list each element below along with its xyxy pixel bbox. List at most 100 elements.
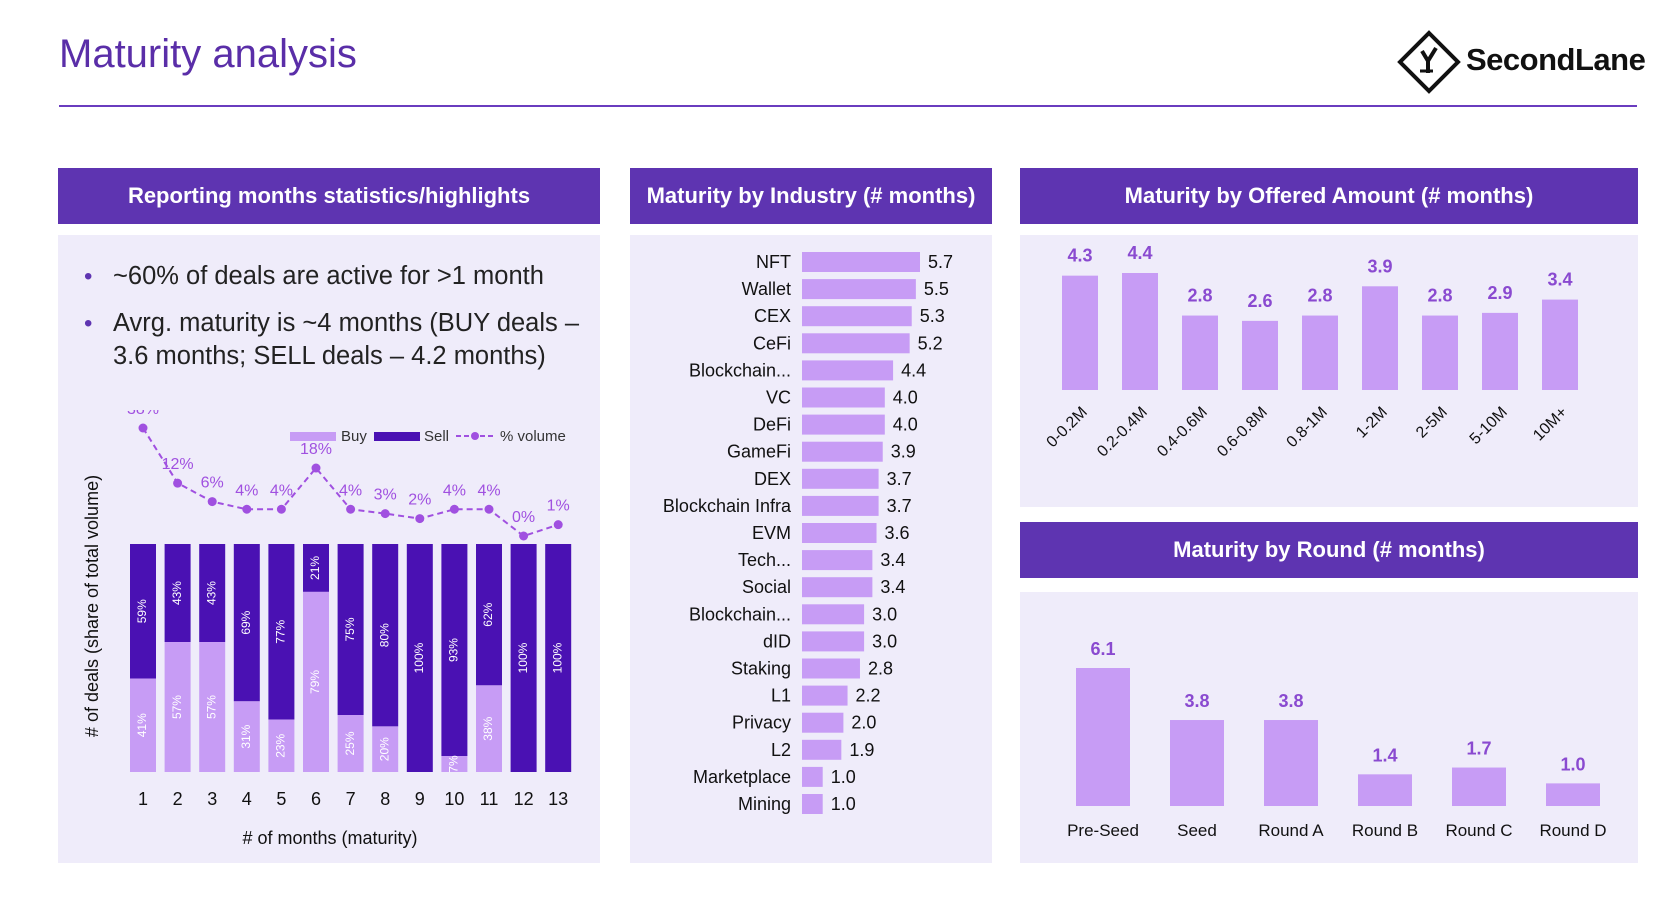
- industry-bar: [802, 577, 873, 598]
- buy-data-label: 31%: [239, 724, 253, 748]
- industry-value-label: 3.4: [880, 577, 905, 597]
- amount-category-label: 0.6-0.8M: [1214, 404, 1271, 461]
- buy-data-label: 7%: [447, 755, 461, 773]
- x-tick-label: 6: [311, 789, 321, 809]
- buy-bar: [233, 701, 260, 772]
- volume-point: [484, 504, 494, 514]
- sell-data-label: 69%: [239, 610, 253, 634]
- industry-value-label: 5.5: [924, 279, 949, 299]
- buy-data-label: 79%: [308, 670, 322, 694]
- buy-bar: [337, 715, 364, 772]
- volume-point: [415, 514, 425, 524]
- round-bar: [1452, 767, 1506, 806]
- industry-value-label: 3.0: [872, 631, 897, 651]
- amount-category-label: 0.2-0.4M: [1094, 404, 1151, 461]
- sell-bar: [510, 544, 537, 772]
- industry-value-label: 1.9: [849, 740, 874, 760]
- volume-data-label: 18%: [300, 441, 332, 458]
- legend-sell-label: Sell: [424, 428, 449, 445]
- sell-data-label: 77%: [274, 619, 288, 643]
- x-tick-label: 9: [415, 789, 425, 809]
- x-tick-label: 5: [276, 789, 286, 809]
- sell-data-label: 21%: [308, 556, 322, 580]
- industry-bar: [802, 279, 916, 300]
- industry-label: L1: [771, 686, 791, 706]
- industry-label: Privacy: [732, 713, 791, 733]
- buy-data-label: 38%: [481, 716, 495, 740]
- volume-data-label: 4%: [339, 482, 362, 499]
- industry-value-label: 3.7: [887, 469, 912, 489]
- industry-label: NFT: [756, 252, 791, 272]
- volume-data-label: 1%: [547, 498, 570, 515]
- secondlane-logo-icon: [1397, 30, 1461, 94]
- sell-bar: [337, 544, 364, 715]
- volume-data-label: 3%: [374, 487, 397, 504]
- industry-label: EVM: [752, 523, 791, 543]
- amount-header: Maturity by Offered Amount (# months): [1020, 168, 1638, 224]
- buy-bar: [199, 642, 226, 772]
- industry-bar: [802, 387, 885, 408]
- volume-point: [380, 509, 390, 519]
- industry-label: GameFi: [727, 442, 791, 462]
- amount-value-label: 2.9: [1487, 283, 1512, 303]
- round-value-label: 6.1: [1090, 639, 1115, 659]
- industry-value-label: 2.0: [851, 713, 876, 733]
- page-title: Maturity analysis: [59, 32, 357, 76]
- industry-bar: [802, 414, 885, 435]
- highlights-list: ~60% of deals are active for >1 month Av…: [84, 260, 604, 387]
- amount-value-label: 2.8: [1187, 286, 1212, 306]
- sell-bar: [372, 544, 399, 727]
- x-tick-label: 10: [444, 789, 464, 809]
- round-value-label: 1.4: [1372, 745, 1397, 765]
- buy-data-label: 25%: [343, 731, 357, 755]
- highlight-item: ~60% of deals are active for >1 month: [84, 260, 604, 293]
- round-category-label: Round B: [1352, 821, 1418, 840]
- industry-bar: [802, 631, 865, 652]
- industry-label: CEX: [754, 306, 791, 326]
- x-axis-title: # of months (maturity): [242, 828, 417, 848]
- amount-value-label: 4.3: [1067, 246, 1092, 266]
- industry-label: dID: [763, 631, 791, 651]
- volume-data-label: 4%: [270, 482, 293, 499]
- volume-point: [173, 478, 183, 488]
- amount-maturity-chart: 4.3 0-0.2M 4.4 0.2-0.4M 2.8 0.4-0.6M 2.6 0.6-0.…: [1044, 243, 1578, 461]
- industry-value-label: 3.4: [880, 550, 905, 570]
- volume-point: [242, 504, 252, 514]
- buy-bar: [441, 756, 468, 772]
- brand-logo: SecondLane: [1397, 30, 1646, 94]
- volume-point: [553, 520, 563, 530]
- industry-header: Maturity by Industry (# months): [630, 168, 992, 224]
- round-category-label: Seed: [1177, 821, 1217, 840]
- industry-label: Staking: [731, 659, 791, 679]
- amount-bar: [1422, 315, 1458, 390]
- buy-bar: [130, 678, 156, 772]
- x-tick-label: 7: [346, 789, 356, 809]
- industry-bar: [802, 766, 823, 787]
- sell-data-label: 43%: [204, 581, 218, 605]
- x-tick-label: 12: [514, 789, 534, 809]
- industry-value-label: 1.0: [831, 767, 856, 787]
- volume-data-label: 38%: [127, 410, 159, 418]
- industry-label: DEX: [754, 469, 791, 489]
- round-header: Maturity by Round (# months): [1020, 522, 1638, 578]
- amount-value-label: 3.9: [1367, 256, 1392, 276]
- industry-bar: [802, 739, 842, 760]
- round-category-label: Round D: [1539, 821, 1606, 840]
- x-tick-label: 13: [548, 789, 568, 809]
- amount-category-label: 0-0.2M: [1044, 404, 1091, 451]
- buy-bar: [476, 685, 502, 772]
- sell-data-label: 43%: [170, 581, 184, 605]
- buy-data-label: 20%: [377, 737, 391, 761]
- industry-bar: [802, 495, 879, 516]
- title-divider: [59, 105, 1637, 107]
- buy-data-label: 57%: [204, 695, 218, 719]
- amount-category-label: 5-10M: [1467, 404, 1511, 448]
- highlight-item: Avrg. maturity is ~4 months (BUY deals –…: [84, 307, 604, 373]
- sell-data-label: 100%: [516, 642, 530, 673]
- round-value-label: 1.7: [1466, 739, 1491, 759]
- industry-value-label: 4.0: [893, 415, 918, 435]
- amount-category-label: 1-2M: [1353, 404, 1391, 442]
- buy-bar: [164, 642, 191, 772]
- sell-data-label: 100%: [412, 642, 426, 673]
